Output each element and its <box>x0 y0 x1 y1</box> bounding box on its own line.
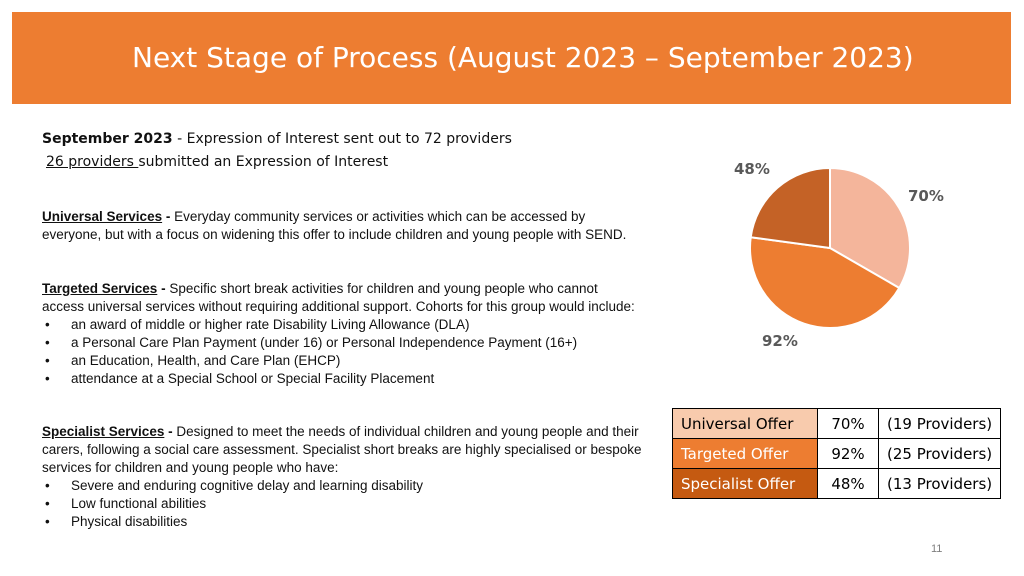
specialist-services-block: Specialist Services - Designed to meet t… <box>42 423 642 531</box>
pie-slice-universal <box>829 166 911 290</box>
pie-label-specialist: 48% <box>734 160 770 178</box>
page-title: Next Stage of Process (August 2023 – Sep… <box>132 41 914 74</box>
specialist-services-description: Designed to meet the needs of individual… <box>42 424 642 475</box>
intro-line-2-text: submitted an Expression of Interest <box>138 154 389 170</box>
title-bar <box>12 12 1011 104</box>
offer-providers: (19 Providers) <box>877 408 1002 439</box>
intro-line-1-text: - Expression of Interest sent out to 72 … <box>172 131 512 147</box>
targeted-services-block: Targeted Services - Specific short break… <box>42 280 642 388</box>
offer-name: Universal Offer <box>672 408 818 439</box>
offers-table: Universal Offer 70% (19 Providers) Targe… <box>672 408 1002 499</box>
intro-text: September 2023 - Expression of Interest … <box>42 128 512 174</box>
offer-percent: 70% <box>817 408 879 439</box>
intro-providers-count: 26 providers <box>46 154 139 170</box>
pie-slice-specialist <box>749 166 831 250</box>
table-row: Universal Offer 70% (19 Providers) <box>672 408 1002 439</box>
universal-services-block: Universal Services - Everyday community … <box>42 208 642 244</box>
targeted-services-separator: - <box>157 281 170 296</box>
universal-services-description: Everyday community services or activitie… <box>42 209 627 242</box>
pie-label-targeted: 92% <box>762 332 798 350</box>
offer-name: Targeted Offer <box>672 438 818 469</box>
offer-percent: 48% <box>817 468 879 499</box>
offer-name: Specialist Offer <box>672 468 818 499</box>
table-row: Specialist Offer 48% (13 Providers) <box>672 468 1002 499</box>
list-item: attendance at a Special School or Specia… <box>42 370 642 388</box>
specialist-services-heading: Specialist Services <box>42 424 165 439</box>
pie-svg <box>749 166 911 329</box>
table-row: Targeted Offer 92% (25 Providers) <box>672 438 1002 469</box>
offer-providers: (25 Providers) <box>877 438 1002 469</box>
targeted-services-list: an award of middle or higher rate Disabi… <box>42 316 642 388</box>
list-item: a Personal Care Plan Payment (under 16) … <box>42 334 642 352</box>
list-item: Severe and enduring cognitive delay and … <box>42 477 642 495</box>
targeted-services-description: Specific short break activities for chil… <box>42 281 635 314</box>
intro-date: September 2023 <box>42 131 173 147</box>
list-item: Physical disabilities <box>42 513 642 531</box>
pie-label-universal: 70% <box>908 187 944 205</box>
intro-line-1: September 2023 - Expression of Interest … <box>42 128 512 151</box>
offer-providers: (13 Providers) <box>877 468 1002 499</box>
list-item: an award of middle or higher rate Disabi… <box>42 316 642 334</box>
list-item: Low functional abilities <box>42 495 642 513</box>
offer-percent: 92% <box>817 438 879 469</box>
targeted-services-heading: Targeted Services <box>42 281 158 296</box>
offer-pie-chart <box>730 160 930 360</box>
targeted-services-paragraph: Targeted Services - Specific short break… <box>42 280 642 316</box>
universal-services-heading: Universal Services <box>42 209 163 224</box>
list-item: an Education, Health, and Care Plan (EHC… <box>42 352 642 370</box>
intro-line-2: 26 providers submitted an Expression of … <box>42 151 512 174</box>
specialist-services-separator: - <box>164 424 177 439</box>
specialist-services-paragraph: Specialist Services - Designed to meet t… <box>42 423 642 477</box>
universal-services-paragraph: Universal Services - Everyday community … <box>42 208 642 244</box>
pie-slice-targeted <box>749 236 901 329</box>
universal-services-separator: - <box>162 209 175 224</box>
specialist-services-list: Severe and enduring cognitive delay and … <box>42 477 642 531</box>
page-number: 11 <box>931 543 943 555</box>
